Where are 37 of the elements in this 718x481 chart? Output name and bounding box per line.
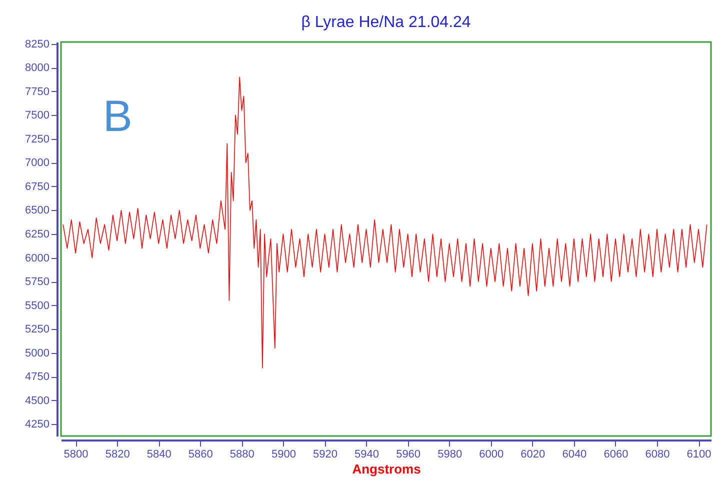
x-tick-label: 5940 (354, 448, 380, 460)
chart-title: β Lyrae He/Na 21.04.24 (301, 14, 471, 31)
x-tick-label: 5920 (312, 448, 338, 460)
y-tick-label: 6750 (25, 180, 50, 193)
y-tick-label: 5500 (25, 300, 50, 312)
x-tick-label: 6060 (604, 448, 628, 460)
x-tick-label: 6080 (645, 448, 670, 460)
x-tick-label: 5900 (271, 448, 296, 460)
x-axis-title: Angstroms (352, 462, 421, 476)
annotation: B (103, 92, 132, 141)
x-tick-label: 5840 (146, 448, 172, 460)
x-tick-label: 6000 (479, 448, 504, 460)
y-tick-label: 7500 (25, 110, 50, 122)
y-tick-label: 6500 (25, 204, 50, 217)
y-tick-label: 8000 (25, 62, 50, 74)
x-tick-label: 5860 (188, 448, 213, 460)
y-tick-label: 4750 (25, 371, 50, 384)
x-tick-label: 5980 (438, 448, 462, 460)
y-tick-label: 6000 (25, 252, 50, 264)
y-tick-label: 7750 (25, 86, 50, 98)
y-tick-label: 7250 (25, 133, 50, 146)
y-tick-label: 4500 (25, 394, 50, 407)
line-series (62, 76, 708, 368)
x-tick-label: 6020 (520, 448, 546, 460)
y-tick-label: 4250 (25, 418, 50, 431)
x-tick-label: 5820 (105, 448, 130, 460)
x-tick-label: 6040 (562, 448, 587, 460)
y-tick-label: 7000 (25, 157, 50, 170)
y-tick-label: 5000 (25, 347, 50, 360)
x-tick-label: 5800 (64, 448, 88, 460)
y-tick-label: 8250 (25, 38, 50, 50)
y-tick-label: 5750 (25, 276, 50, 288)
x-tick-label: 6100 (686, 448, 712, 460)
y-tick-label: 6250 (25, 228, 50, 241)
x-tick-label: 5960 (396, 448, 421, 460)
x-tick-label: 5880 (230, 448, 254, 460)
y-tick-label: 5250 (25, 324, 50, 336)
